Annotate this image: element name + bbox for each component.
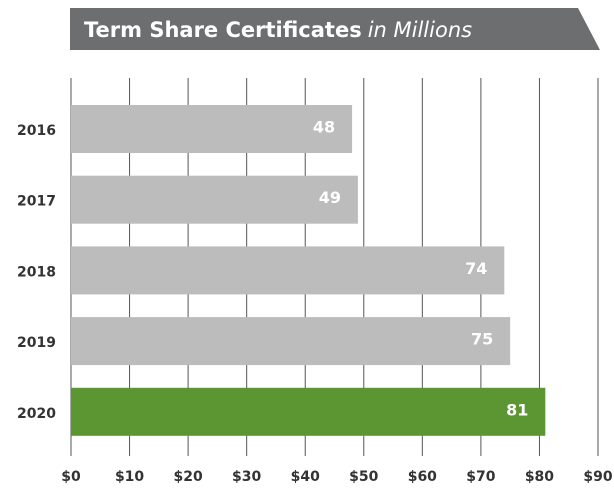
x-tick-label: $80	[525, 469, 554, 485]
x-tick-label: $60	[408, 469, 437, 485]
value-label: 75	[471, 330, 493, 349]
value-label: 48	[313, 118, 335, 137]
x-tick-label: $0	[61, 469, 81, 485]
x-tick-label: $50	[349, 469, 378, 485]
title-banner	[70, 8, 600, 50]
bar	[71, 175, 358, 224]
x-tick-label: $30	[232, 469, 261, 485]
bar	[71, 317, 511, 366]
x-tick-label: $10	[115, 469, 144, 485]
value-label: 49	[319, 188, 341, 207]
chart-subtitle: in Millions	[368, 18, 472, 42]
y-tick-label: 2018	[17, 264, 56, 280]
x-tick-label: $20	[173, 469, 202, 485]
chart-title: Term Share Certificates	[84, 18, 362, 42]
value-label: 74	[465, 259, 487, 278]
x-tick-label: $90	[583, 469, 612, 485]
y-tick-label: 2017	[17, 194, 56, 210]
x-tick-label: $40	[291, 469, 320, 485]
bar	[71, 105, 353, 153]
y-tick-label: 2020	[17, 406, 56, 422]
bar	[71, 246, 505, 295]
x-tick-label: $70	[466, 469, 495, 485]
value-label: 81	[506, 400, 528, 419]
title-group: Term Share Certificates in Millions	[84, 18, 472, 42]
y-tick-label: 2019	[17, 335, 56, 351]
y-tick-label: 2016	[17, 123, 56, 139]
bar	[71, 387, 546, 436]
